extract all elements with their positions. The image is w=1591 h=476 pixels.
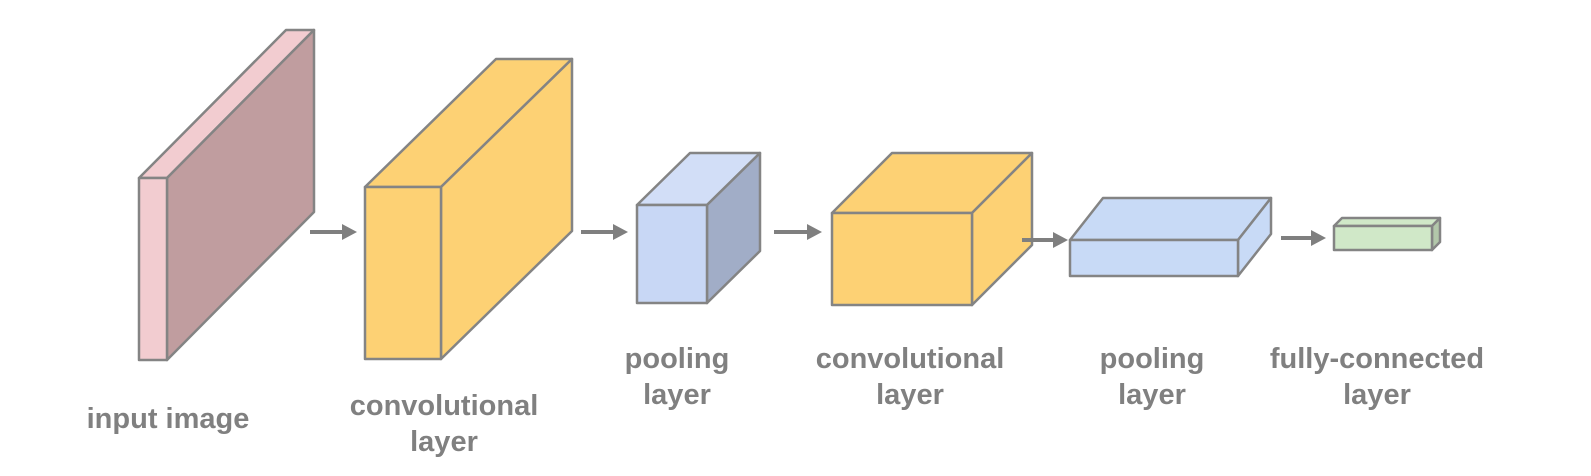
arrow-head-icon — [1311, 230, 1326, 246]
arrow-head-icon — [613, 224, 628, 240]
pooling-layer-2-front-face — [1068, 238, 1240, 278]
pooling-layer-2-label-line: pooling — [1100, 343, 1205, 375]
input-image-label: input image — [87, 403, 250, 435]
pooling-layer-2-top-face — [1068, 196, 1273, 242]
arrow-convolutional-layer-1-to-pooling-layer-1 — [581, 224, 628, 240]
arrow-pooling-layer-2-to-fully-connected-layer — [1281, 230, 1326, 246]
fully-connected-layer-front-face — [1332, 224, 1434, 252]
convolutional-layer-2-label: convolutional layer — [816, 343, 1005, 411]
convolutional-layer-2-label-line: convolutional — [816, 343, 1005, 375]
pooling-layer-1-front-face — [635, 203, 709, 305]
convolutional-layer-1-label-line: convolutional — [350, 390, 539, 422]
pooling-layer-2-block — [1068, 196, 1273, 278]
convolutional-layer-1-label-line: layer — [410, 426, 478, 458]
convolutional-layer-2-label-line: layer — [876, 379, 944, 411]
pooling-layer-1-label-line: pooling — [625, 343, 730, 375]
pooling-layer-1-block — [635, 151, 762, 305]
pooling-layer-1-label-line: layer — [643, 379, 711, 411]
fully-connected-layer-label: fully-connected layer — [1270, 343, 1484, 411]
arrow-head-icon — [1053, 232, 1068, 248]
arrow-convolutional-layer-2-to-pooling-layer-2 — [1022, 232, 1068, 248]
input-image-front-face — [137, 176, 169, 362]
fully-connected-layer-block — [1332, 216, 1442, 252]
pooling-layer-2-label-line: layer — [1118, 379, 1186, 411]
convolutional-layer-1-front-face — [363, 185, 443, 361]
convolutional-layer-2-block — [830, 151, 1034, 307]
pooling-layer-2-label: pooling layer — [1100, 343, 1205, 411]
convolutional-layer-1-block — [363, 57, 574, 361]
input-image-block — [137, 28, 316, 362]
pooling-layer-1-label: pooling layer — [625, 343, 730, 411]
convolutional-layer-2-front-face — [830, 211, 974, 307]
arrow-input-image-to-convolutional-layer-1 — [310, 224, 357, 240]
fully-connected-layer-label-line: layer — [1343, 379, 1411, 411]
arrow-head-icon — [807, 224, 822, 240]
fully-connected-layer-label-line: fully-connected — [1270, 343, 1484, 375]
input-image-label-line: input image — [87, 403, 250, 435]
convolutional-layer-1-label: convolutional layer — [350, 390, 539, 458]
arrow-head-icon — [342, 224, 357, 240]
arrow-pooling-layer-1-to-convolutional-layer-2 — [774, 224, 822, 240]
